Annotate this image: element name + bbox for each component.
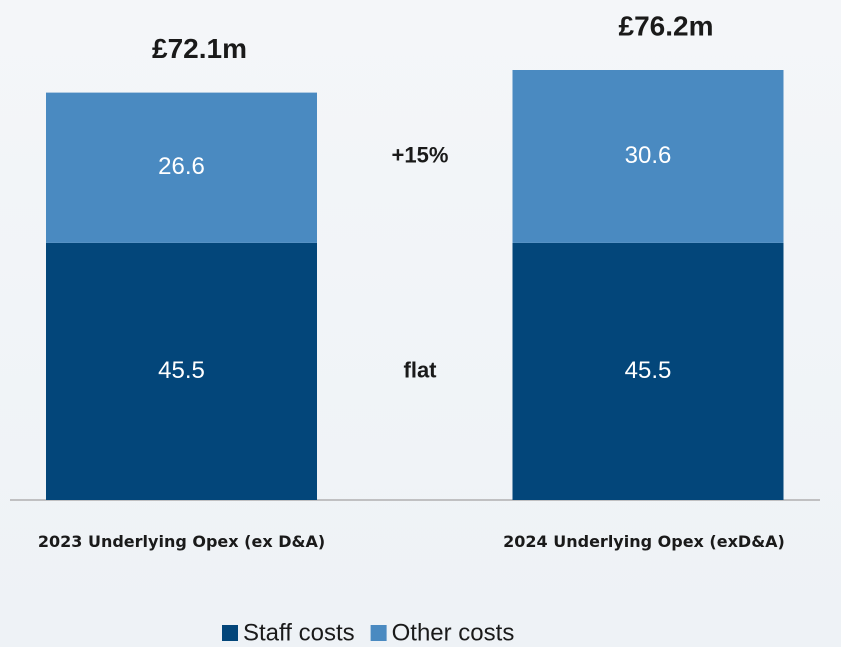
data-label: 45.5	[625, 357, 672, 384]
bar-segment	[46, 242, 317, 501]
total-label: £76.2m	[619, 10, 714, 41]
total-label: £72.1m	[152, 33, 247, 64]
change-label: flat	[404, 357, 438, 382]
data-label: 26.6	[158, 153, 205, 180]
x-tick-label: 2024 Underlying Opex (exD&A)	[503, 532, 785, 551]
legend-swatch	[370, 625, 387, 641]
bar-segment	[512, 70, 784, 243]
x-tick-label: 2023 Underlying Opex (ex D&A)	[37, 532, 326, 551]
data-label: 30.6	[625, 142, 672, 169]
bar-segment	[46, 92, 317, 243]
legend-swatch	[222, 625, 238, 641]
change-label: +15%	[392, 142, 449, 167]
legend-label: Staff costs	[243, 619, 355, 646]
data-label: 45.5	[158, 357, 205, 384]
legend-label: Other costs	[392, 619, 515, 646]
bar-segment	[512, 242, 784, 501]
